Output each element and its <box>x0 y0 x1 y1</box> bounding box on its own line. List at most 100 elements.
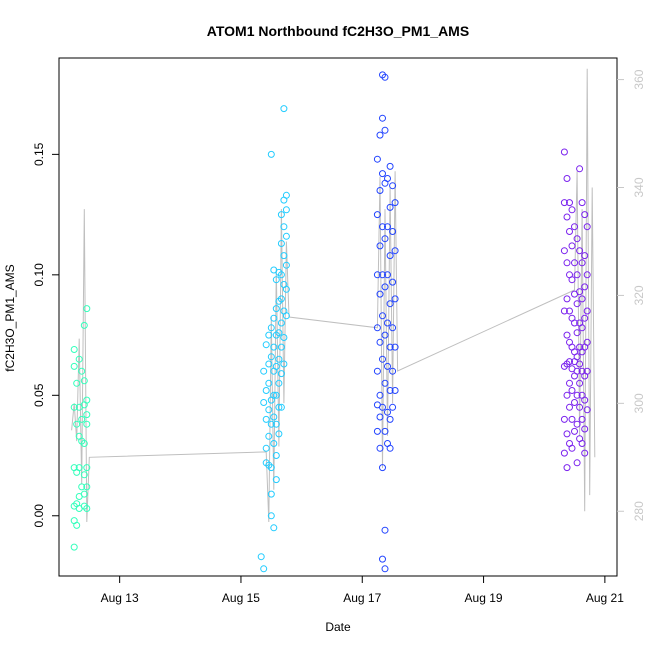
y2-tick-label: 340 <box>632 177 646 197</box>
x-axis: Aug 13 Aug 15 Aug 17 Aug 19 Aug 21 <box>101 576 624 605</box>
data-point <box>381 526 389 534</box>
data-point <box>573 329 581 337</box>
data-point <box>260 367 268 375</box>
data-point <box>391 387 399 394</box>
data-point <box>379 355 386 363</box>
data-point <box>280 252 288 260</box>
data-point <box>80 440 88 447</box>
data-point <box>576 403 584 411</box>
data-point <box>381 235 389 243</box>
data-point <box>270 524 278 532</box>
data-point <box>78 415 86 423</box>
x-tick-label: Aug 15 <box>222 591 260 605</box>
data-point <box>581 252 589 260</box>
data-point <box>270 440 278 447</box>
data-point <box>386 300 394 308</box>
data-point <box>257 553 265 561</box>
y-axis-right: 280 300 320 340 360 <box>617 69 646 521</box>
data-point <box>267 353 275 361</box>
data-point <box>275 403 283 411</box>
data-point <box>267 324 275 332</box>
data-point <box>277 211 285 219</box>
data-point <box>270 391 278 399</box>
y2-tick-label: 280 <box>632 501 646 521</box>
data-point <box>270 343 278 351</box>
data-point <box>280 334 288 341</box>
data-point <box>373 211 381 219</box>
data-point <box>379 170 386 178</box>
data-point <box>381 126 389 134</box>
data-point <box>560 247 568 255</box>
data-point <box>576 165 584 173</box>
data-point <box>373 155 381 163</box>
trace-line <box>71 68 596 523</box>
data-point <box>578 295 586 303</box>
data-point <box>571 399 578 406</box>
data-point <box>80 321 88 329</box>
data-point <box>260 565 268 573</box>
data-point <box>389 182 397 190</box>
data-point <box>581 425 589 433</box>
data-point <box>277 240 285 247</box>
data-point <box>379 555 386 563</box>
data-point <box>260 399 268 406</box>
data-point <box>262 415 270 423</box>
data-point <box>373 271 381 279</box>
data-point <box>272 420 280 428</box>
data-point <box>379 464 386 472</box>
data-point <box>379 114 386 122</box>
data-point <box>573 367 581 375</box>
chart-title: ATOM1 Northbound fC2H3O_PM1_AMS <box>207 23 469 39</box>
data-point <box>571 259 578 267</box>
data-point <box>280 223 288 231</box>
data-point <box>282 206 290 214</box>
data-point <box>379 271 386 279</box>
data-point <box>560 307 568 315</box>
data-point <box>386 162 394 170</box>
data-point <box>379 403 386 411</box>
data-point <box>581 211 589 219</box>
data-point <box>563 464 571 472</box>
data-point <box>566 199 573 207</box>
data-point <box>573 353 581 361</box>
y-axis-left: 0.00 0.05 0.10 0.15 <box>32 142 59 527</box>
data-point <box>379 312 386 320</box>
data-point <box>277 271 285 279</box>
data-point <box>391 343 399 351</box>
data-point <box>384 271 391 279</box>
data-point <box>568 206 576 214</box>
data-point <box>386 203 394 211</box>
data-point <box>384 175 391 182</box>
data-point <box>568 444 576 452</box>
data-point <box>70 346 78 353</box>
data-point <box>270 413 278 421</box>
data-point <box>83 305 91 313</box>
data-point <box>384 408 391 416</box>
data-point <box>563 391 571 399</box>
data-point <box>272 362 280 370</box>
y2-tick-label: 320 <box>632 285 646 305</box>
data-point <box>272 305 280 313</box>
data-point <box>280 105 288 113</box>
y-axis-label: fC2H3O_PM1_AMS <box>3 264 17 371</box>
data-point <box>381 565 389 573</box>
data-point <box>80 377 88 385</box>
data-point <box>563 259 571 267</box>
data-point <box>391 199 399 207</box>
data-point <box>384 319 391 327</box>
data-point <box>265 331 273 339</box>
data-point <box>277 403 285 411</box>
data-point <box>381 283 389 291</box>
data-point <box>576 247 584 255</box>
data-point <box>391 295 399 303</box>
data-point <box>73 379 81 387</box>
data-point <box>573 271 581 279</box>
data-point <box>282 191 290 199</box>
data-point <box>267 150 275 158</box>
data-point <box>75 355 83 363</box>
data-point <box>272 276 280 284</box>
data-point <box>571 427 578 435</box>
data-point <box>381 73 389 81</box>
data-point <box>376 131 384 139</box>
